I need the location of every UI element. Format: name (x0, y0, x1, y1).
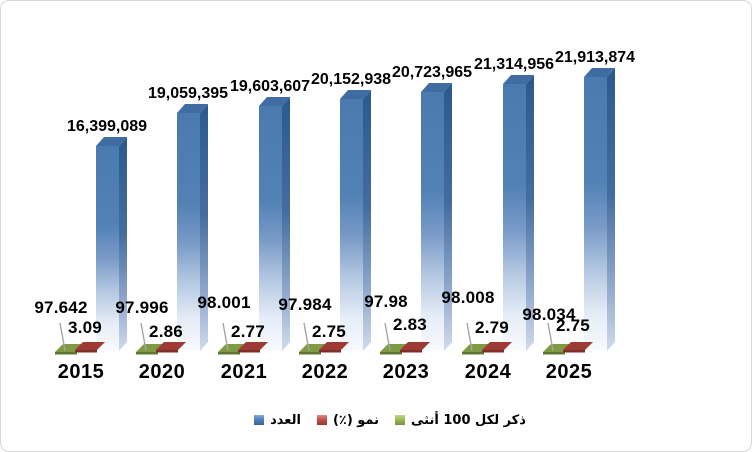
ratio-data-label: 97.984 (278, 295, 332, 314)
growth-marker[interactable] (400, 342, 430, 353)
count-data-label: 20,152,938 (310, 71, 392, 88)
category-label-2023: 2023 (382, 361, 430, 383)
leader-line (222, 322, 229, 351)
growth-data-label: 3.09 (68, 318, 102, 337)
legend-label-growth: نمو (٪) (332, 412, 380, 428)
ratio-series-swatch-icon (395, 415, 406, 425)
bar-group-2020[interactable] (136, 104, 208, 355)
bar-group-2025[interactable] (543, 68, 615, 355)
leader-line (303, 322, 310, 351)
leader-line (59, 322, 66, 351)
bar-group-2022[interactable] (299, 90, 371, 355)
growth-data-label: 2.75 (312, 322, 346, 341)
ratio-data-label: 97.996 (115, 298, 169, 317)
legend-item-growth[interactable]: نمو (٪) (316, 412, 380, 428)
legend-label-count: العدد (270, 412, 301, 428)
leader-line (384, 322, 391, 351)
legend-label-ratio: ذكر لكل 100 أنثى (411, 412, 526, 428)
legend-item-count[interactable]: العدد (254, 413, 301, 428)
category-label-2020: 2020 (138, 361, 186, 383)
growth-marker[interactable] (482, 342, 512, 353)
growth-data-label: 2.86 (149, 322, 183, 341)
category-label-2024: 2024 (464, 361, 512, 383)
ratio-data-label: 98.001 (197, 293, 251, 312)
count-data-label: 20,723,965 (391, 64, 473, 81)
category-label-2022: 2022 (301, 361, 349, 383)
leader-line (547, 322, 554, 351)
count-bar[interactable] (340, 90, 371, 351)
growth-marker[interactable] (319, 342, 349, 353)
category-label-2015: 2015 (57, 361, 105, 383)
bar-group-2015[interactable] (55, 137, 127, 355)
category-label-2021: 2021 (220, 361, 268, 383)
count-bar[interactable] (584, 68, 615, 351)
bar-group-2021[interactable] (218, 97, 290, 355)
ratio-data-label: 98.034 (522, 305, 576, 324)
growth-data-label: 2.79 (475, 318, 509, 337)
ratio-data-label: 97.642 (34, 298, 88, 317)
count-data-label: 21,913,874 (554, 49, 636, 66)
leader-line (466, 322, 473, 351)
legend: العدد نمو (٪) ذكر لكل 100 أنثى (1, 409, 751, 431)
count-data-label: 21,314,956 (473, 56, 555, 73)
growth-data-label: 2.77 (231, 322, 265, 341)
growth-marker[interactable] (75, 342, 105, 353)
growth-series-swatch-icon (316, 415, 327, 425)
count-series-swatch-icon (254, 415, 265, 425)
growth-marker[interactable] (156, 342, 186, 353)
bar-group-2023[interactable] (380, 83, 452, 355)
count-data-label: 19,603,607 (229, 78, 311, 95)
growth-marker[interactable] (238, 342, 268, 353)
legend-item-ratio[interactable]: ذكر لكل 100 أنثى (395, 413, 526, 428)
count-bar[interactable] (421, 83, 452, 351)
leader-line (140, 322, 147, 351)
growth-marker[interactable] (563, 342, 593, 353)
count-data-label: 19,059,395 (147, 85, 229, 102)
count-bar[interactable] (259, 97, 290, 351)
growth-data-label: 2.75 (556, 316, 590, 335)
count-bar[interactable] (96, 137, 127, 351)
ratio-data-label: 98.008 (441, 288, 495, 307)
ratio-data-label: 97.98 (364, 292, 408, 311)
count-bar[interactable] (503, 75, 534, 351)
growth-data-label: 2.83 (393, 315, 427, 334)
count-data-label: 16,399,089 (66, 118, 148, 135)
count-bar[interactable] (177, 104, 208, 351)
bar-group-2024[interactable] (462, 75, 534, 355)
category-label-2025: 2025 (545, 361, 593, 383)
